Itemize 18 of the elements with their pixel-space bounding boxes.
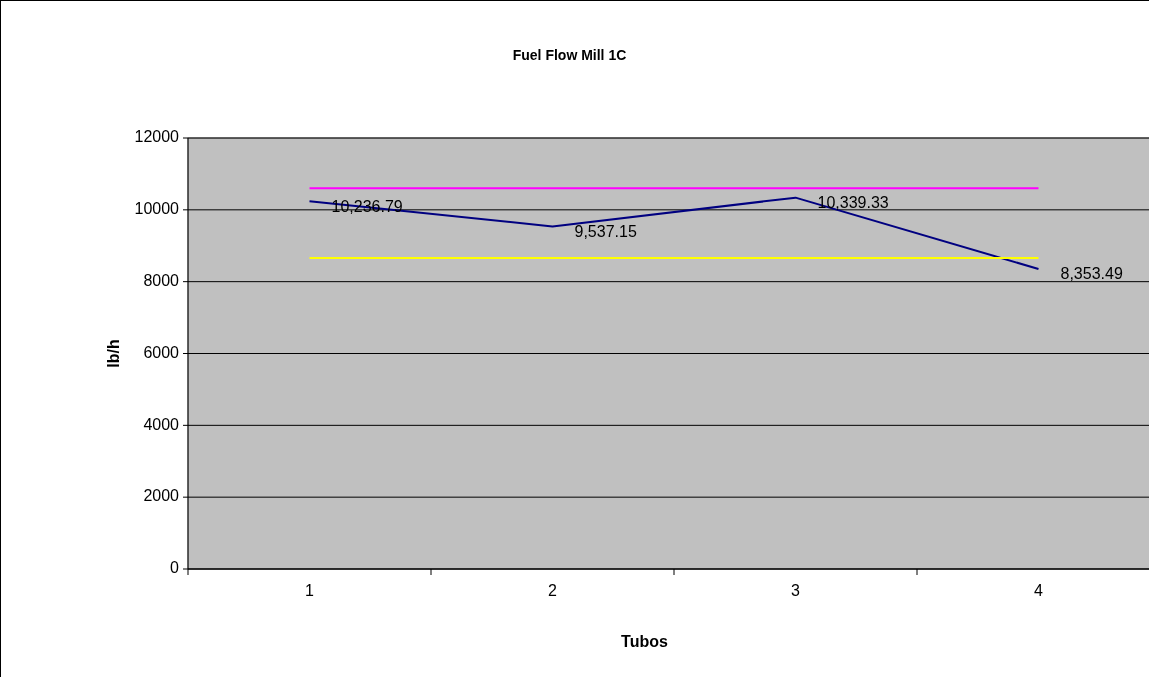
chart-title: Fuel Flow Mill 1C <box>512 47 627 63</box>
y-tick-label: 10000 <box>134 200 180 218</box>
y-tick-label: 2000 <box>143 487 180 505</box>
data-label: 10,339.33 <box>817 193 889 211</box>
line-series <box>308 196 1040 270</box>
x-tick-label: 1 <box>305 582 315 600</box>
x-tick-label: 2 <box>548 582 558 600</box>
y-tick-label: 8000 <box>143 271 180 289</box>
x-tick-label: 4 <box>1034 582 1044 600</box>
y-tick-label: 6000 <box>143 343 180 361</box>
y-tick-label: 12000 <box>134 128 180 146</box>
y-tick-label: 0 <box>170 559 180 577</box>
y-tick-label: 4000 <box>143 415 180 433</box>
data-label: 9,537.15 <box>574 222 637 240</box>
x-tick-label: 3 <box>791 582 801 600</box>
x-axis-title: Tubos <box>621 633 668 651</box>
y-axis-title: lb/h <box>105 339 123 368</box>
data-label: 8,353.49 <box>1060 265 1123 283</box>
